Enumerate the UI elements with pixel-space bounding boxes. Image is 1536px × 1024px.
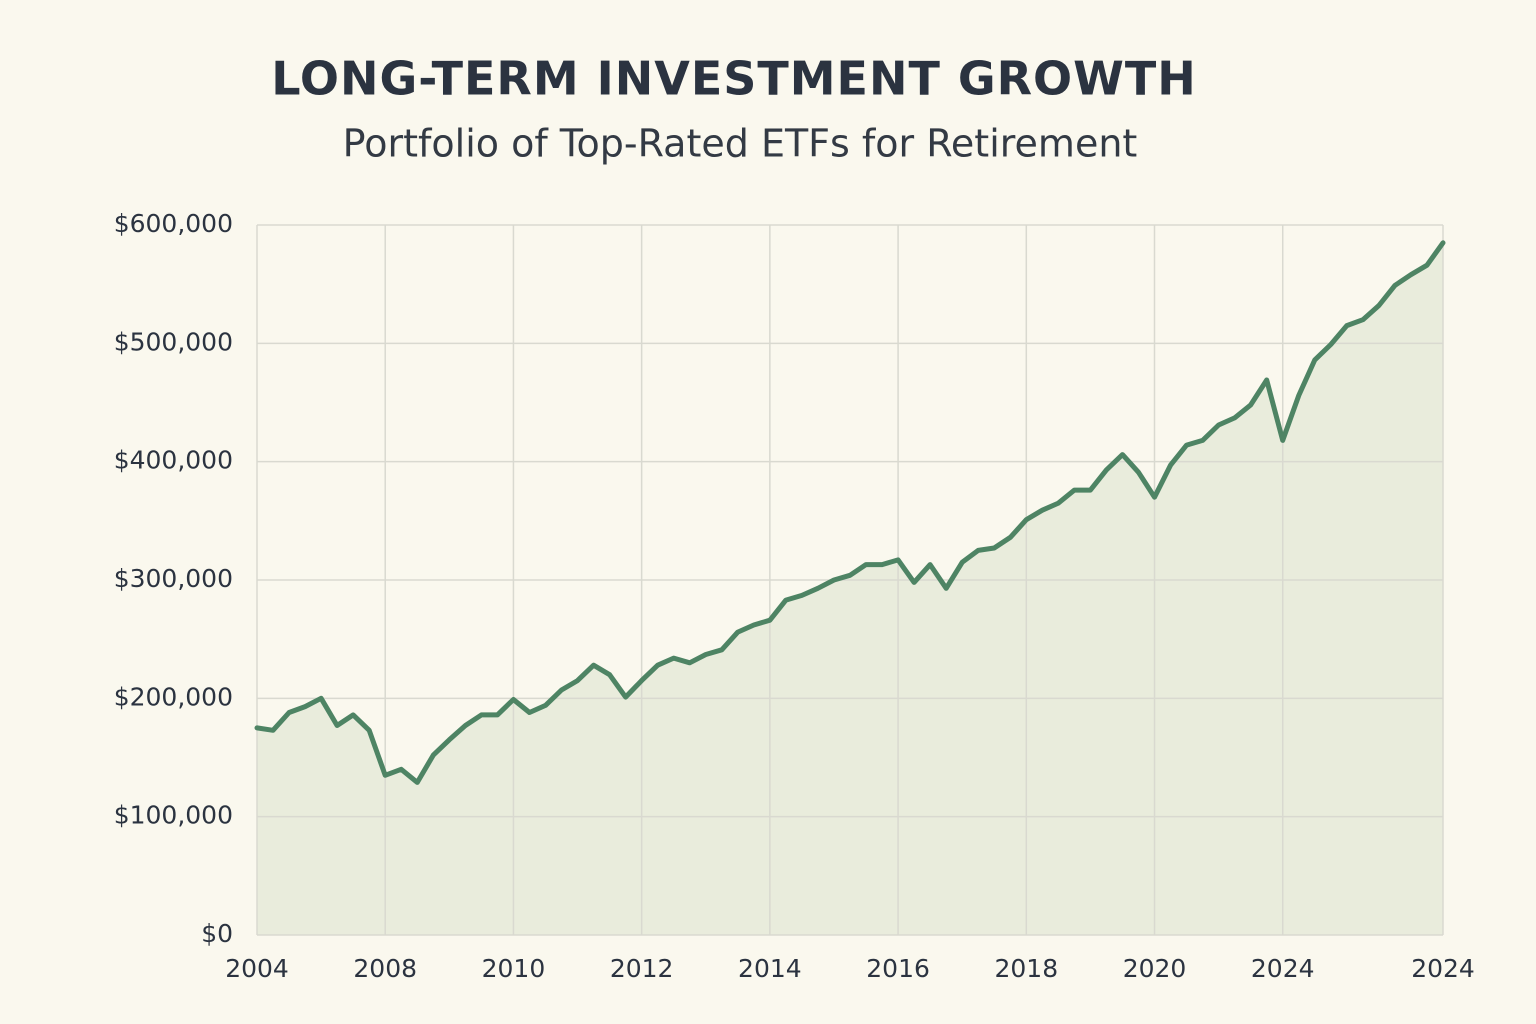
x-tick-label: 2018 (994, 954, 1058, 983)
x-tick-label: 2008 (353, 954, 417, 983)
grid (256, 224, 1444, 936)
x-tick-label: 2010 (482, 954, 546, 983)
y-tick-label: $300,000 (114, 564, 233, 593)
line (254, 240, 1446, 785)
x-tick-label: 2024 (1411, 954, 1475, 983)
y-tick-label: $500,000 (114, 327, 233, 356)
chart-title: LONG-TERM INVESTMENT GROWTH (271, 52, 1197, 106)
x-tick-label: 2004 (225, 954, 289, 983)
x-tick-label: 2016 (866, 954, 930, 983)
x-tick-label: 2024 (1251, 954, 1315, 983)
y-tick-label: $0 (201, 919, 233, 948)
y-tick-label: $400,000 (114, 446, 233, 475)
x-tick-label: 2012 (610, 954, 674, 983)
y-tick-label: $100,000 (114, 801, 233, 830)
x-tick-label: 2014 (738, 954, 802, 983)
y-tick-label: $600,000 (114, 209, 233, 238)
chart-subtitle: Portfolio of Top-Rated ETFs for Retireme… (343, 122, 1138, 166)
x-tick-label: 2020 (1123, 954, 1187, 983)
y-tick-label: $200,000 (114, 682, 233, 711)
area-fill (257, 242, 1443, 936)
